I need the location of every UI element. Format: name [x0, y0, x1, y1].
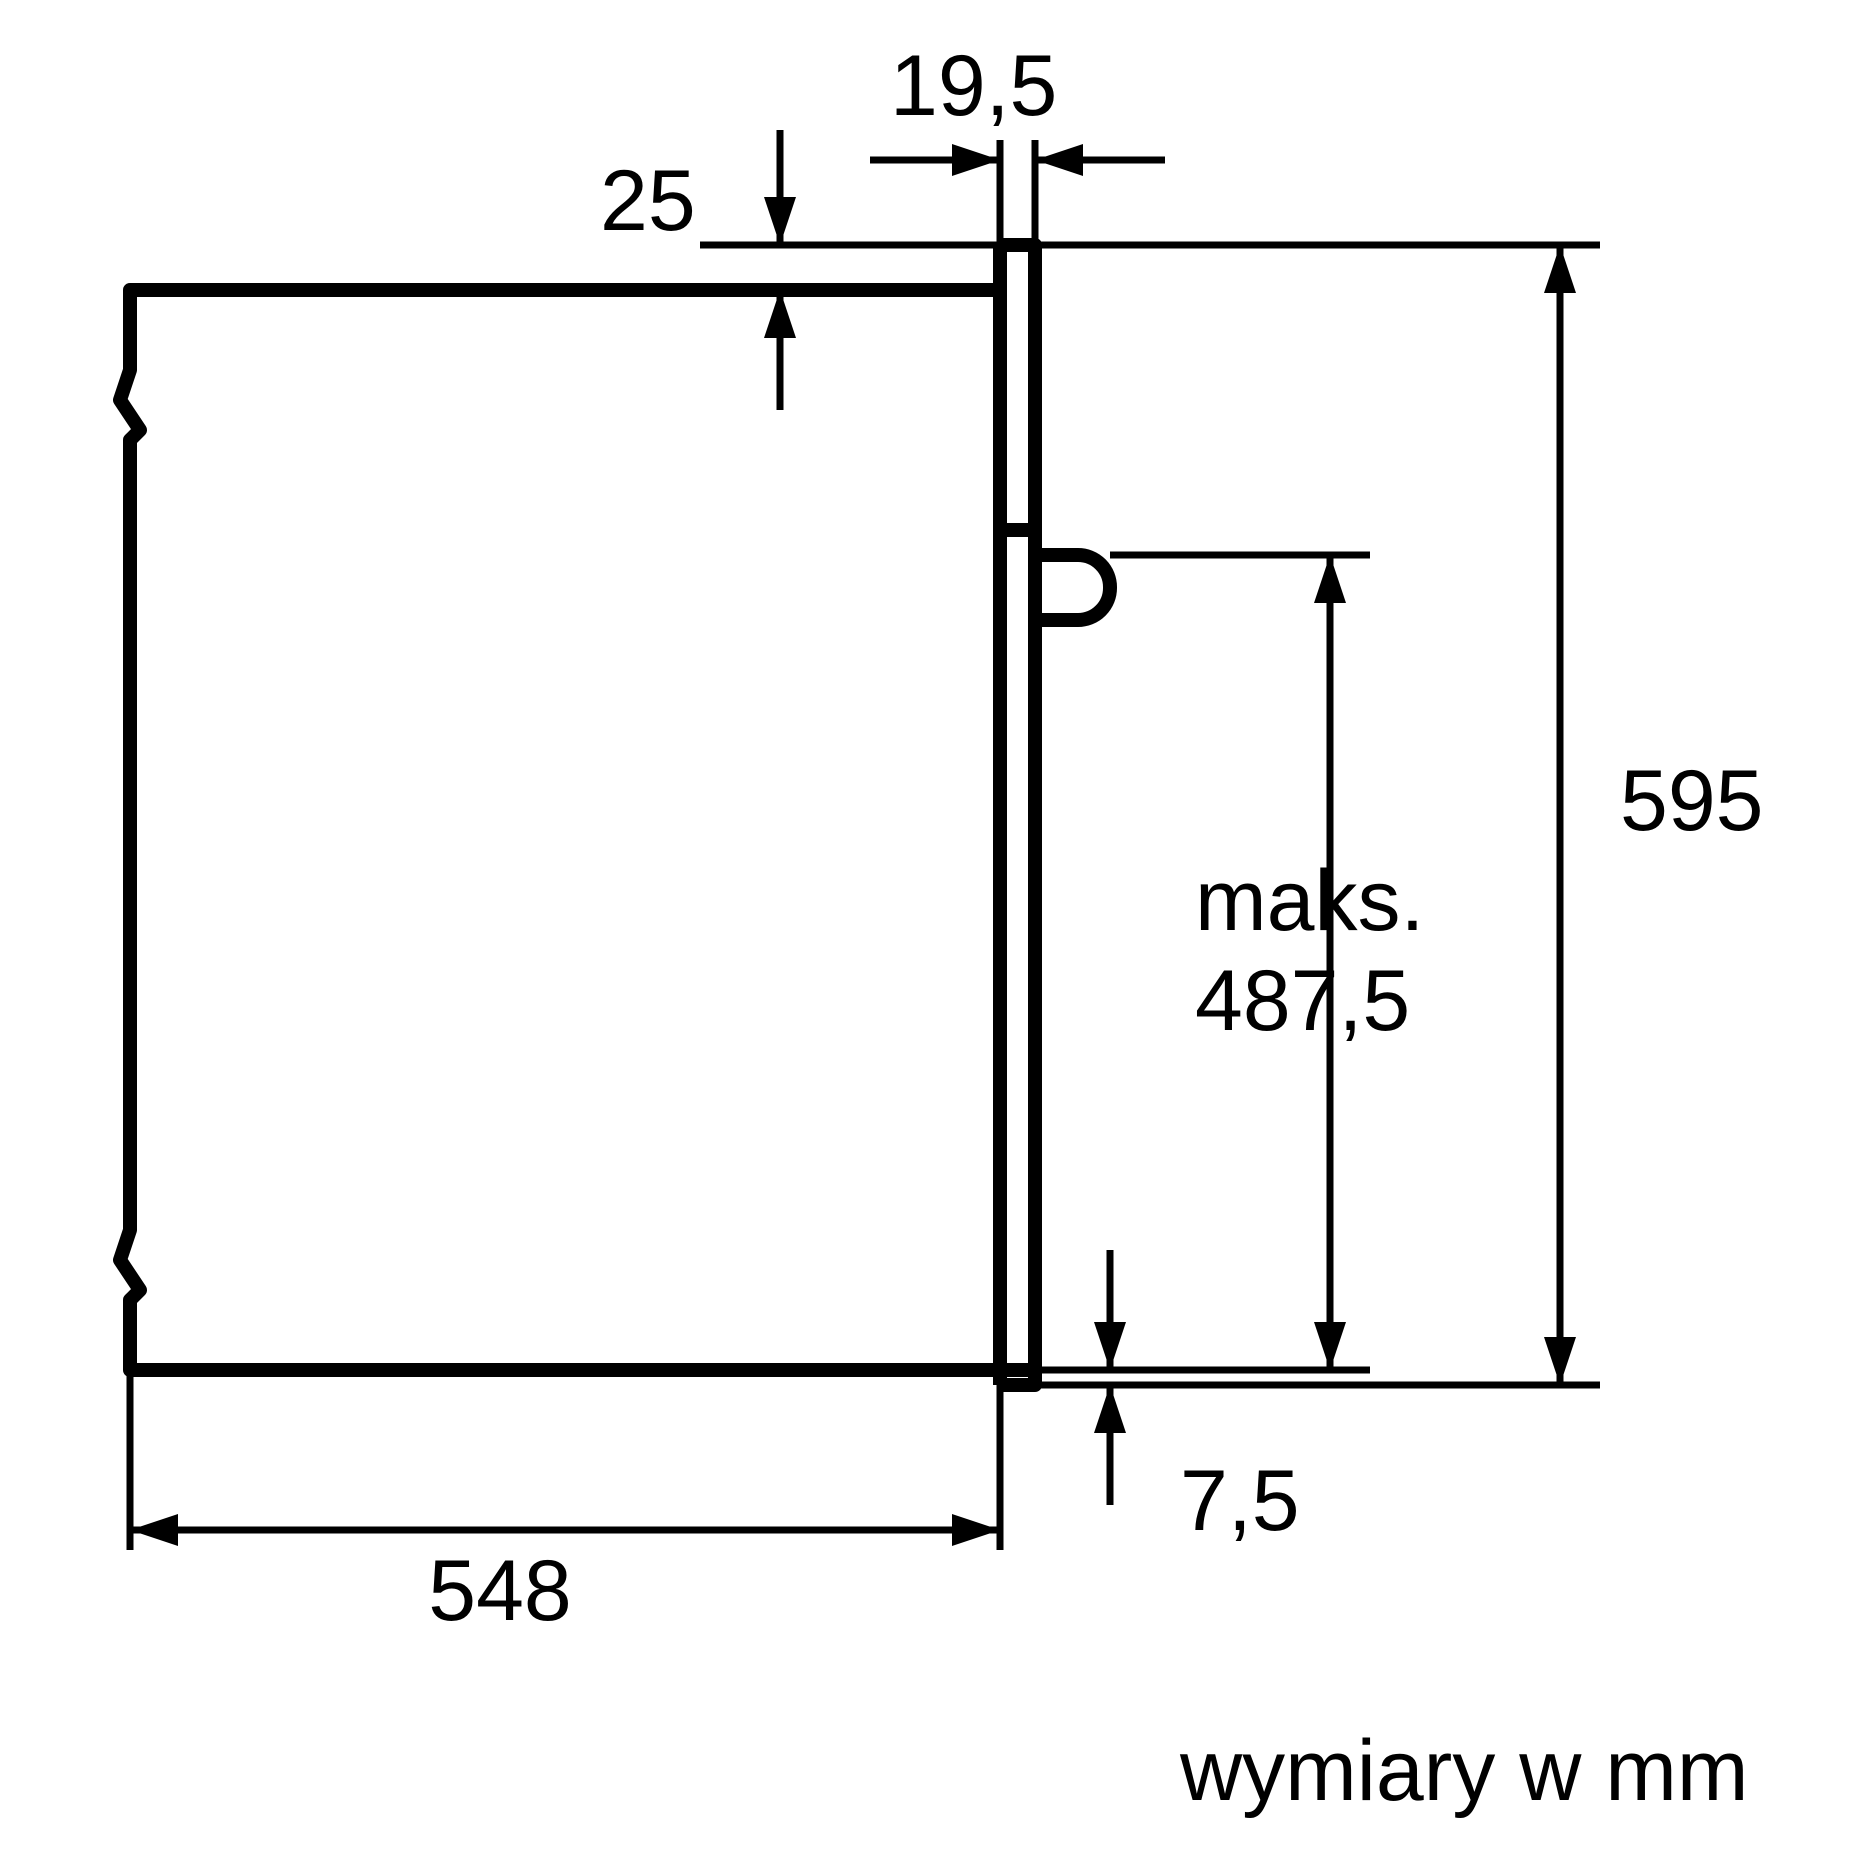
dim-height: 595	[1620, 753, 1764, 849]
dim-bottom-gap: 7,5	[1180, 1453, 1300, 1549]
technical-drawing: 548 595 maks.487,5 19,5 25 7,5 wymiary w mm	[0, 0, 1876, 1860]
dim-top-offset: 25	[600, 153, 696, 249]
dim-depth: 548	[428, 1543, 572, 1639]
dim-front-thickness: 19,5	[890, 38, 1057, 134]
dim-inner-max-2: 487,5	[1195, 953, 1410, 1049]
footer-units: wymiary w mm	[1179, 1723, 1749, 1819]
dim-inner-max-1: maks.	[1195, 853, 1424, 949]
